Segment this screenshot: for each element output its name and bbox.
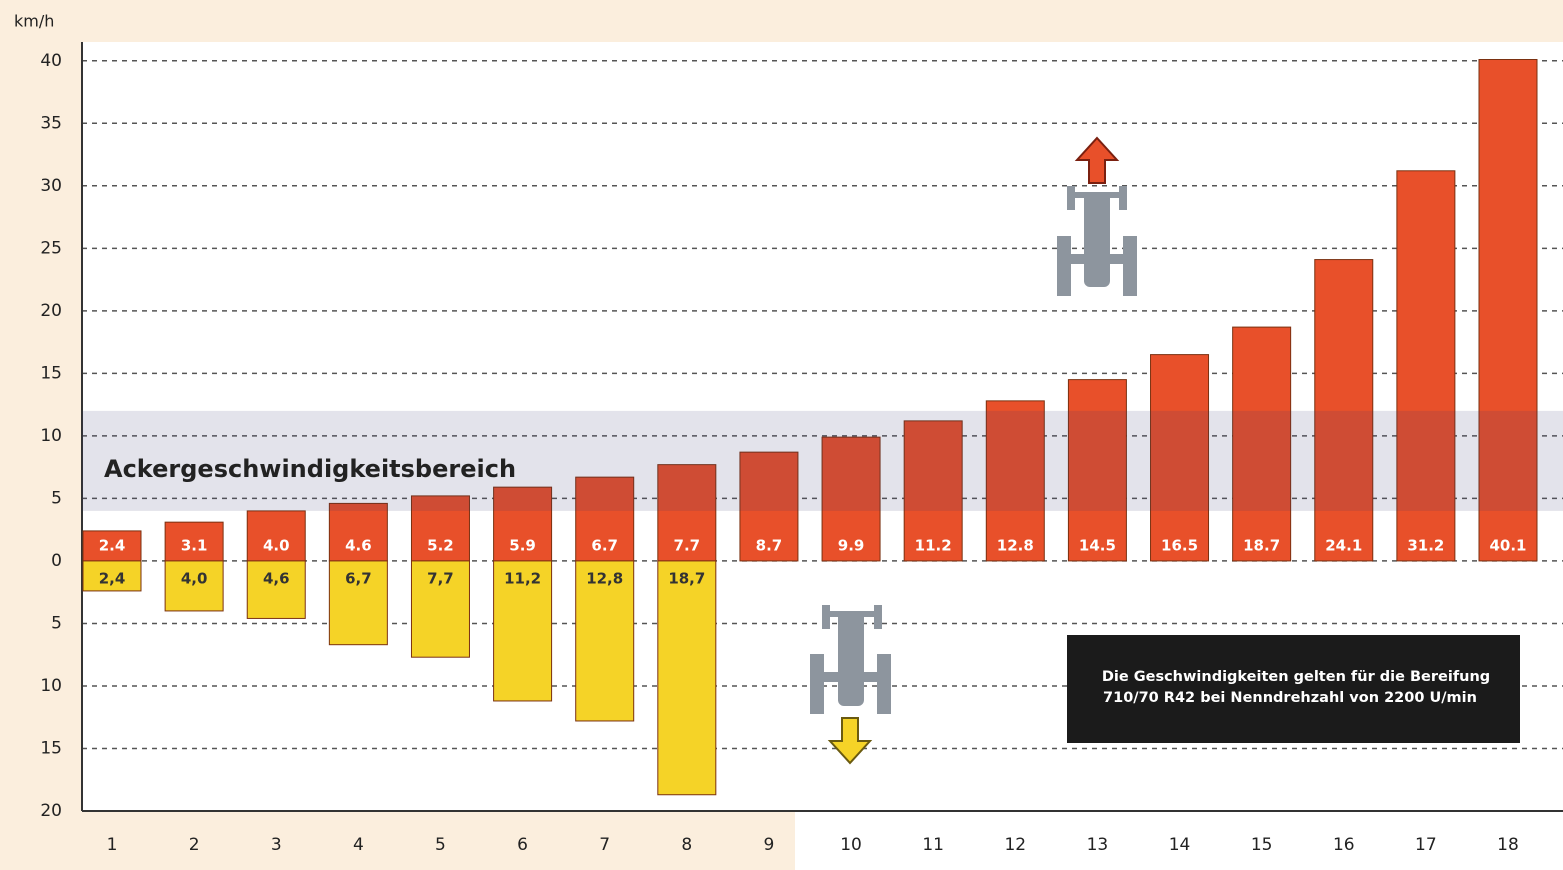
data-label: 2.4	[99, 536, 126, 554]
data-label: 18,7	[668, 569, 705, 587]
x-tick-label: 2	[189, 835, 200, 855]
data-label: 11.2	[915, 536, 952, 554]
y-tick-label: 15	[40, 363, 62, 383]
y-tick-label: 30	[40, 176, 62, 196]
y-tick-label: 25	[40, 238, 62, 258]
data-label: 14.5	[1079, 536, 1116, 554]
x-tick-label: 6	[517, 835, 528, 855]
bar	[164, 560, 224, 612]
data-label: 31.2	[1407, 536, 1444, 554]
x-tick-label: 16	[1333, 835, 1355, 855]
x-tick-label: 15	[1251, 835, 1273, 855]
data-label: 2,4	[99, 569, 126, 587]
y-tick-label: 40	[40, 51, 62, 71]
data-label: 3.1	[181, 536, 208, 554]
data-label: 16.5	[1161, 536, 1198, 554]
data-label: 7.7	[674, 536, 701, 554]
data-label: 40.1	[1489, 536, 1526, 554]
x-tick-label: 5	[435, 835, 446, 855]
y-tick-label: 10	[40, 676, 62, 696]
x-tick-label: 11	[922, 835, 944, 855]
y-tick-label: 0	[51, 551, 62, 571]
bar	[821, 436, 881, 562]
data-label: 18.7	[1243, 536, 1280, 554]
data-label: 5.9	[509, 536, 536, 554]
bar	[493, 560, 553, 702]
data-label: 12,8	[586, 569, 623, 587]
x-tick-label: 13	[1087, 835, 1109, 855]
bar	[1232, 326, 1292, 562]
field-speed-band	[82, 410, 1563, 511]
data-label: 4,6	[263, 569, 290, 587]
note-box	[1067, 635, 1520, 743]
data-label: 6.7	[591, 536, 618, 554]
x-tick-label: 4	[353, 835, 364, 855]
tractor-forward	[1057, 136, 1137, 296]
x-tick-label: 7	[599, 835, 610, 855]
y-tick-label: 10	[40, 426, 62, 446]
bar	[575, 476, 635, 562]
bar	[82, 560, 142, 592]
bar	[739, 451, 799, 562]
x-tick-label: 1	[107, 835, 118, 855]
data-label: 4,0	[181, 569, 208, 587]
y-tick-label: 5	[51, 613, 62, 633]
data-label: 8.7	[756, 536, 783, 554]
y-tick-label: 15	[40, 738, 62, 758]
x-tick-label: 18	[1497, 835, 1519, 855]
axis-area	[795, 811, 1563, 870]
note-line: Die Geschwindigkeiten gelten für die Ber…	[1102, 669, 1490, 685]
bar	[1314, 259, 1374, 562]
x-tick-label: 9	[764, 835, 775, 855]
bar	[410, 495, 470, 562]
data-label: 12.8	[997, 536, 1034, 554]
y-tick-label: 5	[51, 488, 62, 508]
bar	[328, 502, 388, 562]
bar	[328, 560, 388, 646]
bar	[246, 510, 306, 562]
data-label: 7,7	[427, 569, 454, 587]
bar	[82, 530, 142, 562]
data-label: 5.2	[427, 536, 454, 554]
x-tick-label: 17	[1415, 835, 1437, 855]
data-label: 4.0	[263, 536, 290, 554]
tractor-reverse	[810, 605, 891, 765]
bar	[903, 420, 963, 562]
band-label: Ackergeschwindigkeitsbereich	[104, 455, 516, 483]
data-label: 11,2	[504, 569, 541, 587]
data-label: 9.9	[838, 536, 865, 554]
x-tick-label: 12	[1004, 835, 1026, 855]
bar	[1067, 379, 1127, 562]
y-tick-label: 35	[40, 113, 62, 133]
bar	[493, 486, 553, 562]
y-unit: km/h	[14, 12, 54, 31]
bar	[164, 521, 224, 562]
bar	[246, 560, 306, 619]
y-tick-label: 20	[40, 301, 62, 321]
data-label: 6,7	[345, 569, 372, 587]
bar	[1150, 354, 1210, 562]
note-line: 710/70 R42 bei Nenndrehzahl von 2200 U/m…	[1103, 690, 1477, 706]
x-tick-label: 8	[681, 835, 692, 855]
bar	[1478, 59, 1538, 562]
bar	[575, 560, 635, 722]
bar	[410, 560, 470, 658]
bar	[985, 400, 1045, 562]
x-tick-label: 10	[840, 835, 862, 855]
x-tick-label: 14	[1169, 835, 1191, 855]
data-label: 24.1	[1325, 536, 1362, 554]
y-tick-label: 20	[40, 801, 62, 821]
bar	[1396, 170, 1456, 562]
data-label: 4.6	[345, 536, 372, 554]
x-tick-label: 3	[271, 835, 282, 855]
bar	[657, 560, 717, 796]
bar	[657, 464, 717, 562]
